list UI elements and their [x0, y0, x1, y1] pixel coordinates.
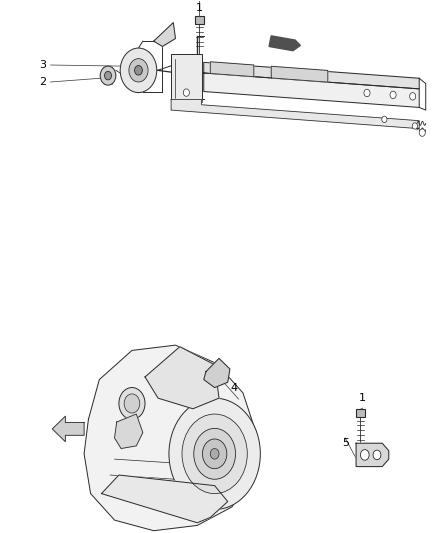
Circle shape: [364, 89, 370, 96]
Circle shape: [194, 429, 236, 479]
Polygon shape: [204, 358, 230, 387]
Circle shape: [120, 48, 157, 93]
Circle shape: [382, 116, 387, 123]
Text: 3: 3: [39, 60, 46, 70]
Circle shape: [360, 450, 369, 460]
FancyBboxPatch shape: [356, 409, 365, 417]
Circle shape: [119, 387, 145, 419]
Polygon shape: [145, 347, 219, 409]
Circle shape: [124, 394, 140, 413]
Circle shape: [412, 123, 417, 129]
Circle shape: [390, 91, 396, 99]
Polygon shape: [154, 22, 176, 46]
Polygon shape: [115, 414, 143, 449]
Polygon shape: [171, 100, 419, 128]
Circle shape: [100, 66, 116, 85]
Polygon shape: [204, 62, 419, 89]
Circle shape: [184, 89, 189, 96]
Polygon shape: [356, 443, 389, 466]
Text: 1: 1: [359, 392, 366, 402]
Polygon shape: [84, 345, 256, 531]
Circle shape: [105, 71, 112, 80]
Polygon shape: [269, 36, 300, 51]
Polygon shape: [52, 416, 84, 442]
Polygon shape: [204, 73, 419, 108]
FancyBboxPatch shape: [194, 16, 204, 24]
Circle shape: [210, 449, 219, 459]
Circle shape: [169, 398, 260, 510]
Circle shape: [373, 450, 381, 459]
Polygon shape: [210, 62, 254, 77]
Circle shape: [419, 129, 425, 136]
Circle shape: [182, 414, 247, 494]
Text: 5: 5: [342, 438, 349, 448]
Circle shape: [129, 59, 148, 82]
Text: FRT: FRT: [68, 426, 81, 431]
Circle shape: [202, 439, 227, 469]
Polygon shape: [102, 475, 228, 523]
Polygon shape: [271, 66, 328, 82]
Text: 1: 1: [196, 3, 203, 13]
Circle shape: [134, 66, 142, 75]
Text: 2: 2: [39, 77, 46, 87]
Circle shape: [410, 93, 416, 100]
FancyBboxPatch shape: [171, 54, 201, 102]
Text: 4: 4: [231, 383, 238, 393]
